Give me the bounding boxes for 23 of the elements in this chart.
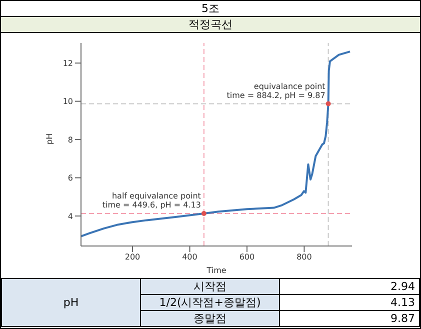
y-tick-label: 4	[68, 212, 73, 221]
line-series	[81, 50, 351, 238]
y-tick-label: 10	[62, 97, 73, 106]
x-axis-title: Time	[206, 266, 226, 275]
x-tick-label: 800	[296, 252, 312, 262]
y-tick-label: 6	[68, 174, 73, 183]
y-tick-label: 12	[62, 58, 73, 68]
x-tick-label: 200	[124, 252, 140, 262]
x-tick-label: 400	[182, 252, 198, 262]
x-tick-label: 600	[239, 252, 255, 262]
text: pH	[2, 278, 140, 326]
y-axis-title: pH	[44, 133, 54, 144]
annotation: equivalance point time = 884.2, pH = 9.87	[226, 82, 326, 100]
text: 1/2(시작점+종말점)	[140, 294, 280, 310]
text: 2.94	[280, 278, 420, 294]
annotation: half equivalance point time = 449.6, pH = 4.13	[102, 192, 201, 210]
text: 9.87	[280, 310, 420, 326]
chart-subtitle: 적정곡선	[1, 17, 420, 33]
text: 종말점	[140, 310, 280, 326]
y-tick-label: 8	[68, 135, 73, 144]
text: 시작점	[140, 278, 280, 294]
text: 4.13	[280, 294, 420, 310]
chart-title: 5조	[1, 1, 420, 17]
